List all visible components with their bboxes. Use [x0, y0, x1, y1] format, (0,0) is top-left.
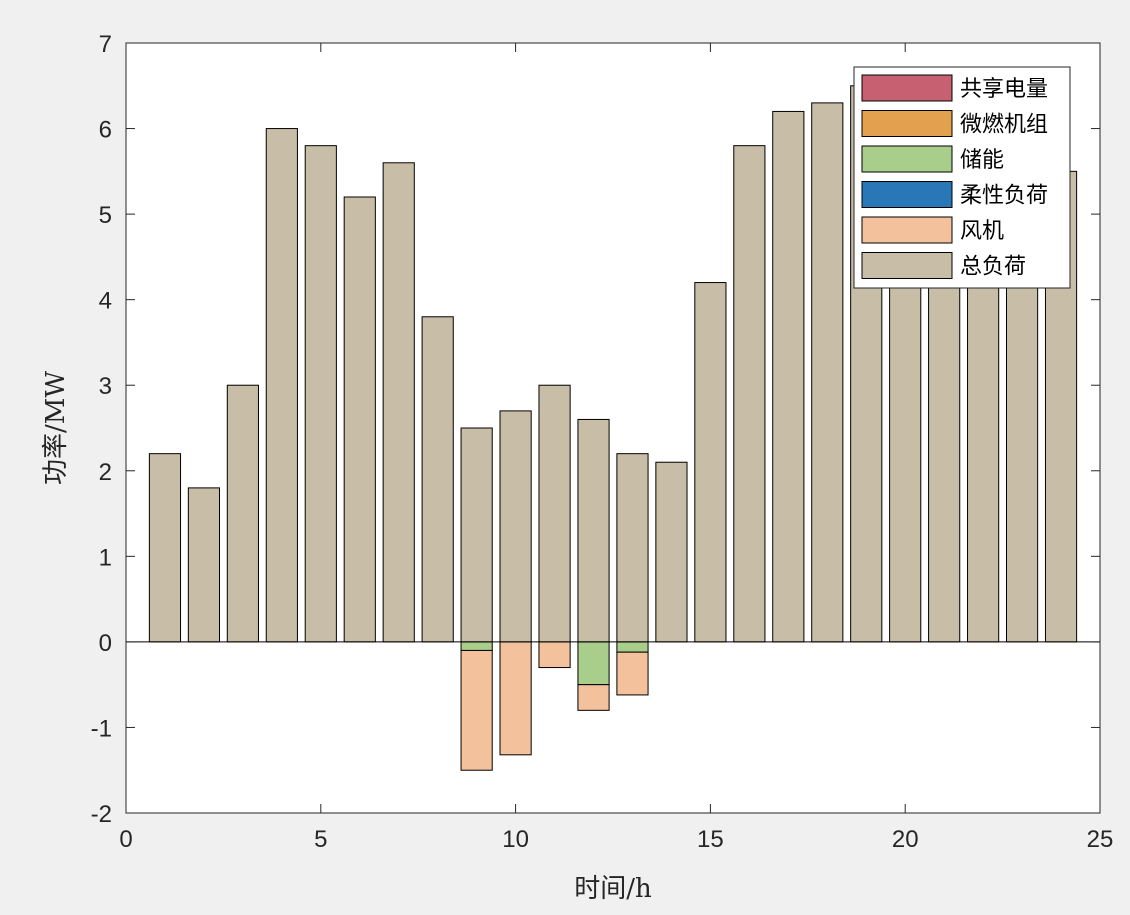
x-tick-label: 25 — [1087, 826, 1114, 853]
bar-5-17 — [772, 110, 805, 643]
y-tick-label: -2 — [91, 801, 112, 828]
bar-5-2 — [187, 487, 221, 643]
legend-swatch-1 — [861, 110, 953, 137]
legend-box — [853, 66, 1071, 289]
bar-4-12 — [577, 684, 610, 711]
bar-5-10 — [499, 410, 532, 643]
y-tick-label: 4 — [99, 288, 112, 315]
bar-5-9 — [460, 427, 493, 643]
bar-4-9 — [460, 649, 493, 771]
bar-5-12 — [577, 418, 610, 643]
bar-5-8 — [421, 316, 454, 643]
axis-ticks: 0 5 10 15 20 25 -2 -1 0 1 2 3 4 5 6 7 — [91, 31, 1114, 853]
bar-5-18 — [811, 102, 844, 643]
bar-5-15 — [694, 282, 727, 643]
y-tick-label: 7 — [99, 31, 112, 58]
legend-swatch-3 — [861, 181, 953, 208]
bar-2-13 — [616, 641, 649, 653]
legend-label-1: 微燃机组 — [960, 113, 1048, 138]
x-tick-label: 5 — [314, 826, 327, 853]
y-tick-label: 0 — [99, 630, 112, 657]
bar-5-4 — [265, 128, 298, 643]
bars-layer — [148, 85, 1078, 771]
y-axis-title: 功率/MW — [41, 371, 71, 485]
y-tick-label: 1 — [99, 544, 112, 571]
bar-2-12 — [577, 641, 610, 686]
bar-4-13 — [616, 651, 649, 696]
legend-swatch-5 — [861, 252, 953, 279]
legend-label-3: 柔性负荷 — [960, 184, 1048, 209]
y-tick-label: 2 — [99, 459, 112, 486]
y-tick-label: 6 — [99, 117, 112, 144]
y-tick-label: 5 — [99, 202, 112, 229]
x-tick-label: 15 — [697, 826, 724, 853]
bar-5-13 — [616, 453, 649, 643]
x-tick-label: 0 — [119, 826, 132, 853]
x-axis-title: 时间/h — [574, 874, 652, 904]
bar-5-16 — [733, 145, 766, 643]
bar-4-11 — [538, 641, 571, 669]
legend-label-0: 共享电量 — [960, 77, 1048, 102]
bar-4-10 — [499, 641, 532, 756]
bar-5-3 — [226, 384, 259, 643]
legend-label-5: 总负荷 — [960, 255, 1026, 280]
bar-5-1 — [148, 453, 182, 643]
bar-5-11 — [538, 384, 571, 643]
legend-swatch-2 — [861, 145, 953, 173]
bar-5-5 — [304, 145, 337, 643]
legend-label-2: 储能 — [960, 148, 1004, 173]
legend-swatch-0 — [861, 74, 953, 102]
y-tick-label: -1 — [91, 715, 112, 742]
bar-5-14 — [655, 461, 688, 643]
legend-label-4: 风机 — [960, 219, 1004, 244]
y-tick-label: 3 — [99, 373, 112, 400]
bar-2-9 — [460, 641, 493, 651]
bar-5-6 — [343, 196, 376, 643]
x-tick-label: 20 — [892, 826, 919, 853]
legend-swatch-4 — [861, 216, 953, 244]
x-tick-label: 10 — [502, 826, 529, 853]
bar-5-7 — [382, 162, 415, 643]
